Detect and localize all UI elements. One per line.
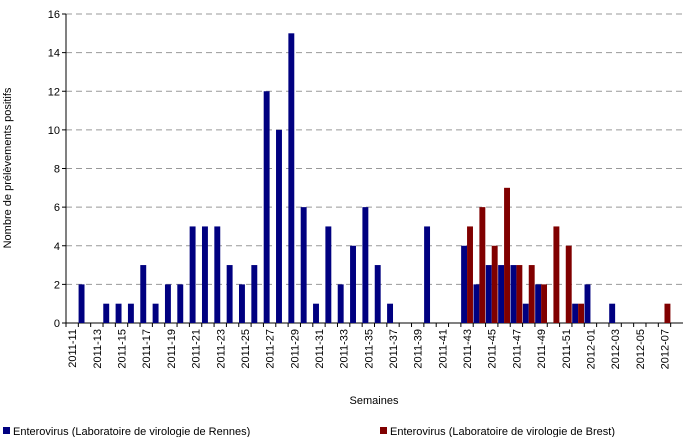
y-tick-label: 16 (48, 9, 60, 21)
bar (522, 303, 529, 323)
bar (565, 245, 572, 323)
x-tick-label: 2011-45 (487, 329, 499, 369)
y-tick-label: 8 (54, 164, 60, 176)
x-tick-label: 2011-39 (413, 329, 425, 369)
bar (103, 303, 110, 323)
bar (541, 284, 548, 323)
bar (152, 303, 159, 323)
bar (325, 226, 332, 323)
bar (510, 265, 517, 323)
bar (164, 284, 171, 323)
x-tick-label: 2011-23 (215, 329, 227, 369)
bar (337, 284, 344, 323)
bar (609, 303, 616, 323)
bar (201, 226, 208, 323)
bar (313, 303, 319, 323)
bar (140, 265, 147, 323)
bar (584, 284, 591, 323)
x-tick-label: 2012-01 (585, 329, 597, 369)
bar (127, 303, 134, 323)
bar (374, 265, 381, 323)
bar (214, 226, 221, 323)
x-tick-label: 2011-17 (141, 329, 153, 369)
bar (467, 226, 473, 323)
legend-label: Enterovirus (Laboratoire de virologie de… (13, 426, 250, 437)
y-axis-label: Nombre de prélèvements positifs (2, 87, 14, 248)
x-tick-label: 2012-05 (635, 329, 647, 369)
bar (350, 245, 356, 323)
bar (177, 284, 184, 323)
bar (528, 265, 535, 323)
x-tick-label: 2012-07 (659, 329, 671, 369)
bar (479, 207, 486, 323)
bar (288, 33, 295, 323)
bar (535, 284, 542, 323)
x-tick-label: 2011-51 (561, 329, 573, 369)
bar (115, 303, 122, 323)
bar (362, 207, 369, 323)
x-tick-label: 2011-25 (240, 329, 252, 369)
bar (461, 245, 468, 323)
bar (276, 129, 282, 323)
bar (578, 303, 585, 323)
x-tick-label: 2011-29 (289, 329, 301, 369)
bar (263, 91, 270, 323)
y-tick-label: 2 (54, 279, 60, 291)
bar (516, 265, 523, 323)
legend-label: Enterovirus (Laboratoire de virologie de… (390, 426, 615, 437)
bar (553, 226, 560, 323)
y-tick-label: 6 (54, 202, 60, 214)
y-tick-label: 14 (48, 48, 60, 60)
x-tick-label: 2011-31 (314, 329, 326, 369)
x-tick-label: 2011-11 (67, 329, 79, 368)
bar (251, 265, 258, 323)
bar (473, 284, 480, 323)
y-tick-label: 0 (54, 318, 60, 330)
x-tick-label: 2011-15 (117, 329, 129, 369)
x-tick-label: 2011-13 (92, 329, 104, 369)
bar (664, 303, 671, 323)
bar (491, 245, 498, 323)
x-tick-label: 2011-21 (191, 329, 203, 369)
y-tick-label: 4 (54, 241, 60, 253)
x-tick-label: 2011-33 (339, 329, 351, 369)
bar (498, 265, 505, 323)
x-tick-label: 2011-35 (363, 329, 375, 369)
bar (504, 187, 510, 323)
x-tick-label: 2011-47 (511, 329, 523, 369)
legend-swatch (3, 427, 10, 434)
x-tick-label: 2011-37 (388, 329, 400, 369)
x-tick-label: 2011-27 (265, 329, 277, 369)
x-tick-label: 2011-19 (166, 329, 178, 369)
y-tick-label: 10 (48, 125, 60, 137)
bar (78, 284, 85, 323)
x-axis-label: Semaines (350, 395, 399, 407)
x-tick-label: 2011-49 (536, 329, 548, 369)
x-tick-label: 2011-43 (462, 329, 474, 369)
y-tick-label: 12 (48, 86, 60, 98)
bar (189, 226, 196, 323)
bar (572, 303, 579, 323)
legend-swatch (380, 427, 387, 434)
bar (387, 303, 394, 323)
bar (239, 284, 245, 323)
bar (424, 226, 431, 323)
x-tick-label: 2011-41 (437, 329, 449, 369)
bar (300, 207, 307, 323)
bar (485, 265, 492, 323)
bar (226, 265, 233, 323)
x-tick-label: 2012-03 (610, 329, 622, 369)
